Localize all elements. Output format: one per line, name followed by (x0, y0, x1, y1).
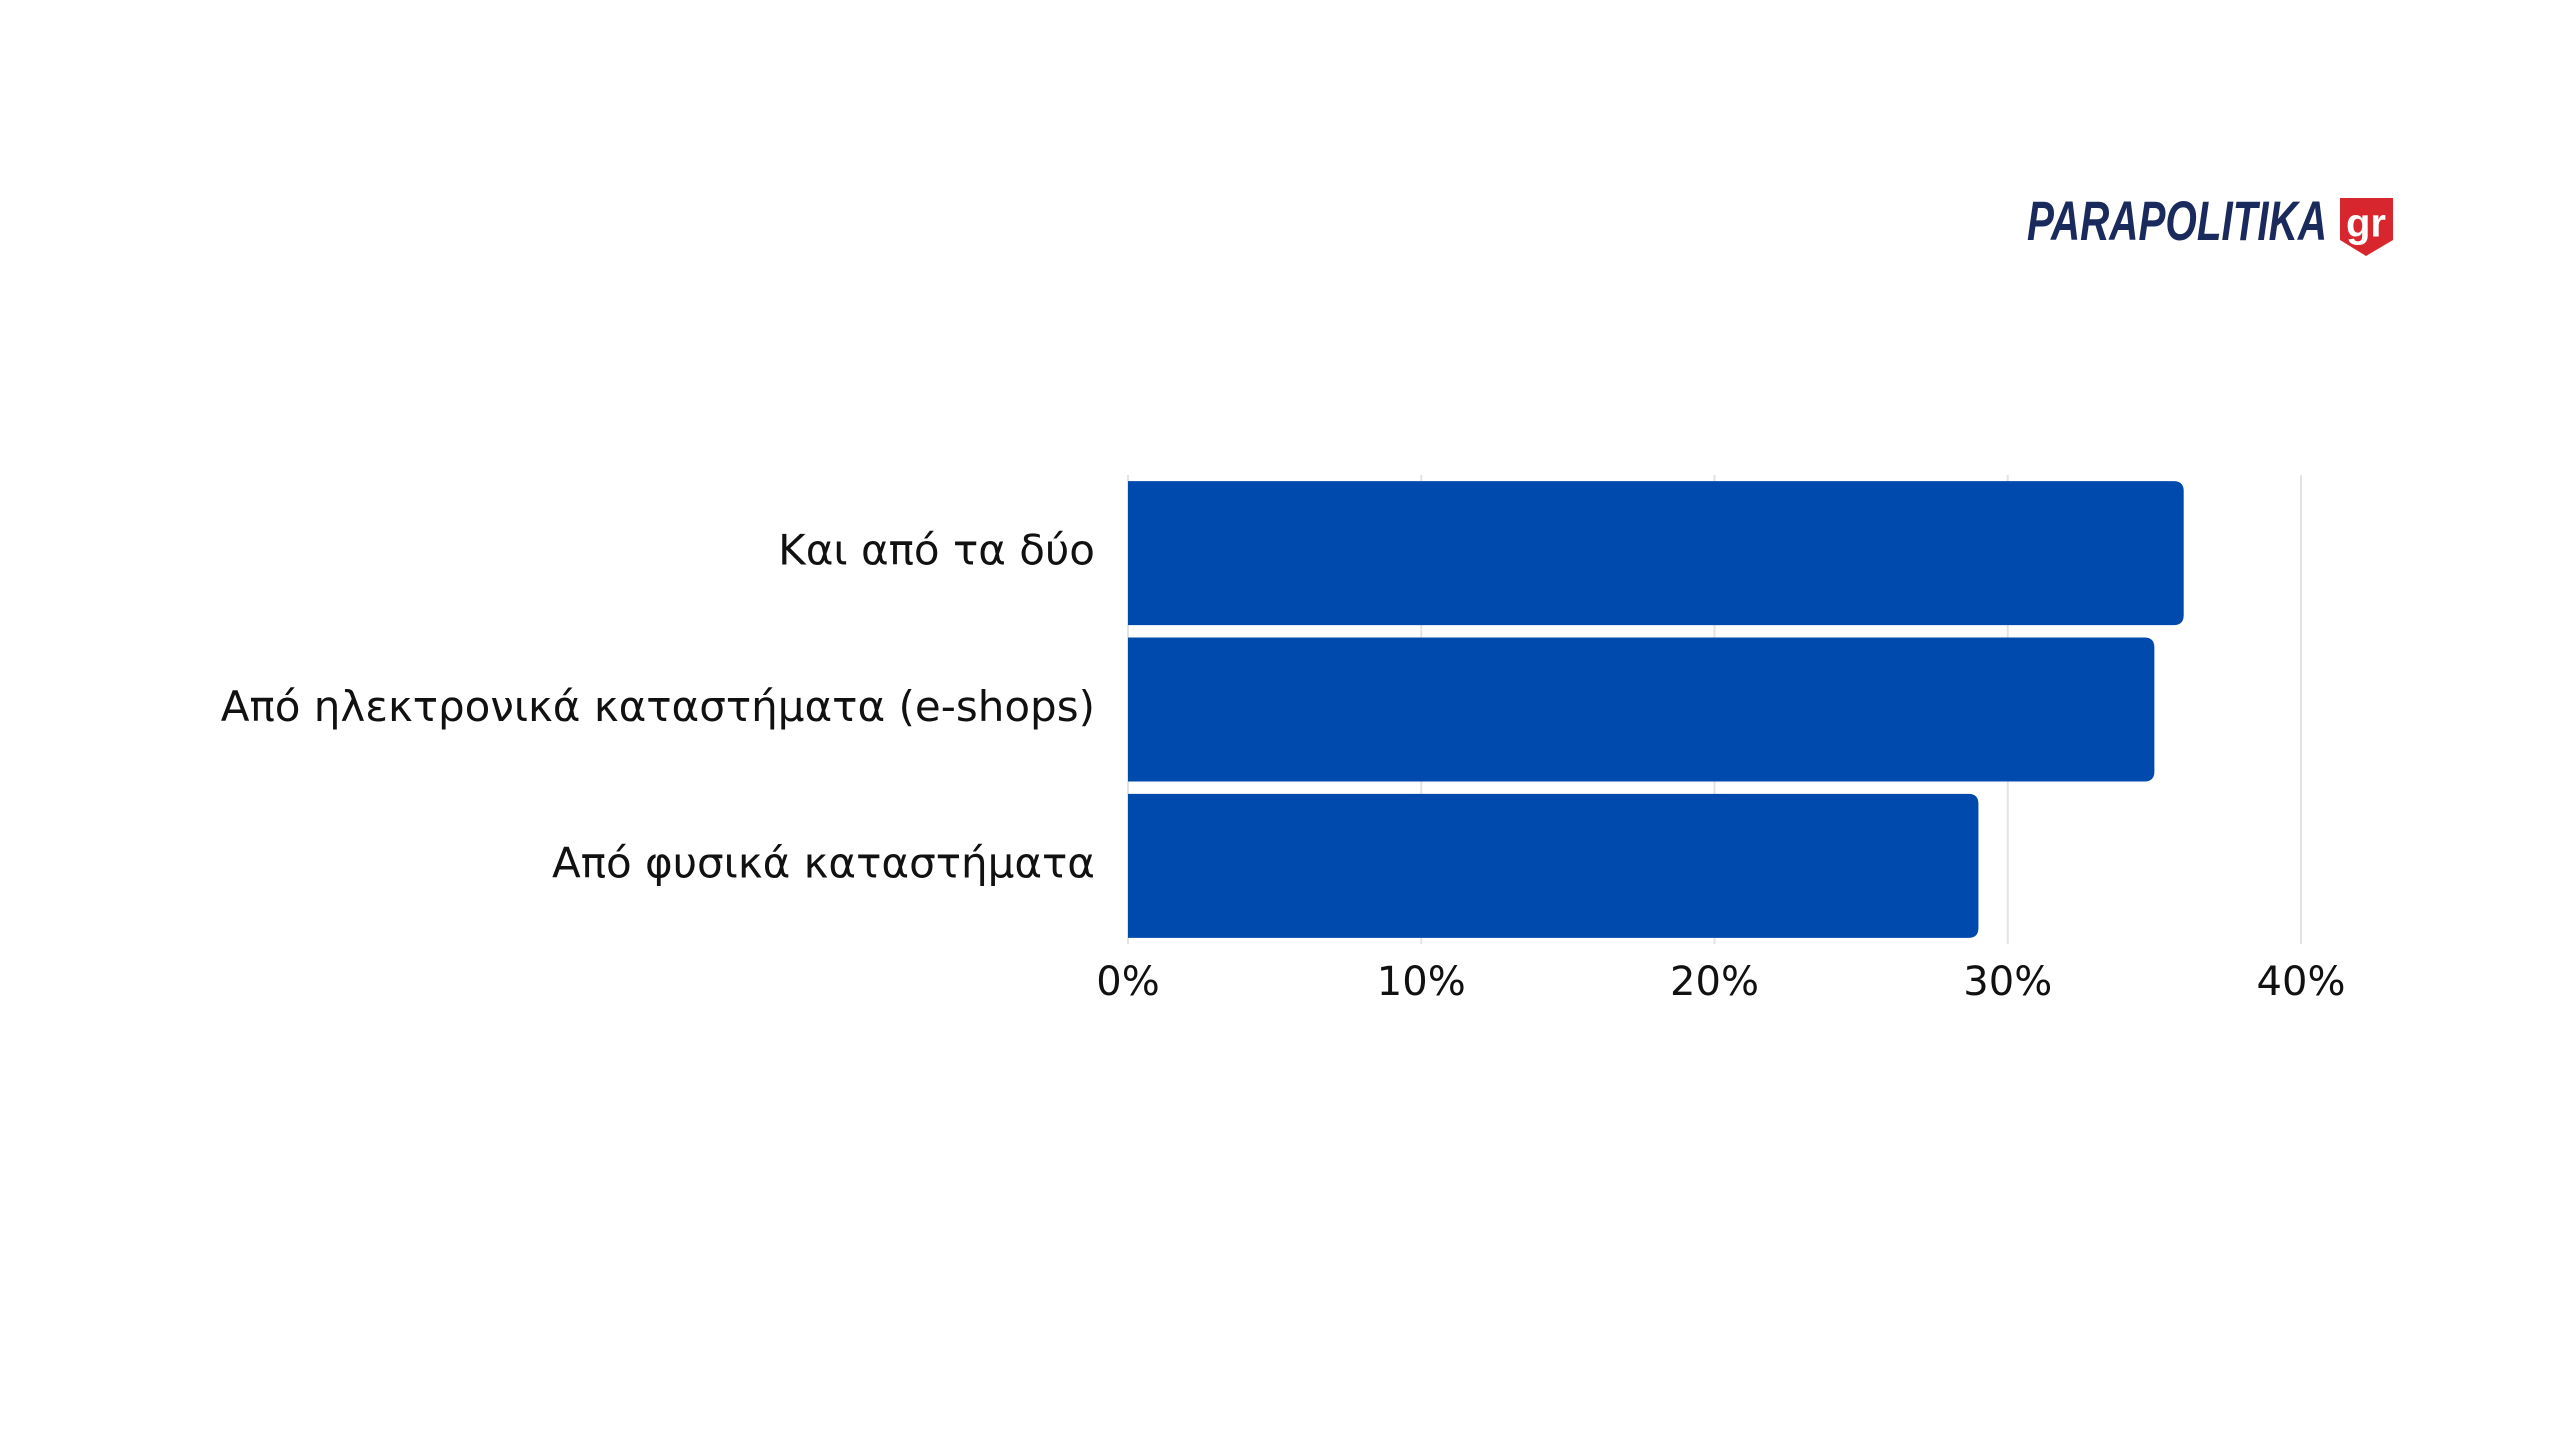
logo-suffix: gr (2346, 202, 2386, 246)
x-tick-label: 40% (2257, 959, 2346, 1005)
y-tick-label: Από φυσικά καταστήματα (552, 838, 1095, 887)
x-tick-label: 30% (1963, 959, 2052, 1005)
x-tick-label: 20% (1670, 959, 1759, 1005)
logo-text: PARAPOLITIKA (2027, 189, 2327, 252)
y-tick-label: Και από τα δύο (778, 526, 1095, 575)
bar (1128, 793, 1979, 938)
x-tick-label: 0% (1096, 959, 1159, 1005)
x-tick-label: 10% (1377, 959, 1466, 1005)
bar (1128, 481, 2184, 626)
y-tick-label: Από ηλεκτρονικά καταστήματα (e-shops) (221, 682, 1095, 731)
logo-badge (2340, 198, 2393, 256)
bar (1128, 637, 2155, 782)
